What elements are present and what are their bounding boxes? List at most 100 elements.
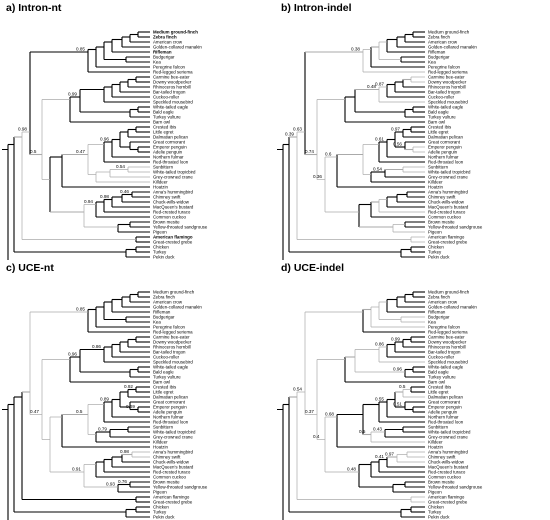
taxon-label: Brown mesite bbox=[428, 480, 455, 485]
taxon-label: Red-crested turaco bbox=[153, 470, 191, 475]
taxon-label: Adelie penguin bbox=[428, 410, 458, 415]
taxon-label: Rhinoceros hornbill bbox=[428, 85, 466, 90]
taxon-label: Pigeon bbox=[428, 230, 442, 235]
support-value: 0.54 bbox=[373, 167, 382, 172]
taxon-label: Red-legged seriema bbox=[428, 70, 468, 75]
support-value: 0.89 bbox=[100, 397, 109, 402]
taxon-label: Turkey bbox=[153, 510, 167, 515]
taxon-label: White-tailed eagle bbox=[153, 365, 189, 370]
taxon-label: Common cuckoo bbox=[153, 475, 187, 480]
taxon-label: Kea bbox=[153, 60, 161, 65]
support-value: 0.61 bbox=[375, 137, 384, 142]
taxon-label: Turkey vulture bbox=[153, 115, 181, 120]
taxon-label: Turkey vulture bbox=[153, 375, 181, 380]
support-value: 0.96 bbox=[68, 352, 77, 357]
taxon-label: Grey-crowned crane bbox=[153, 435, 193, 440]
taxon-label: White-tailed tropicbird bbox=[153, 170, 196, 175]
support-value: 0.6 bbox=[325, 152, 332, 157]
panel-intron-indel: Medium ground-finch Zebra finch American c… bbox=[275, 0, 550, 260]
taxon-label: Red-throated loon bbox=[428, 160, 464, 165]
taxon-label: Great-crested grebe bbox=[153, 500, 193, 505]
taxon-label: Carmine bee-eater bbox=[153, 75, 190, 80]
support-value: 0.47 bbox=[76, 149, 85, 154]
taxon-label: Adelie penguin bbox=[153, 410, 183, 415]
taxon-label: Bald eagle bbox=[428, 370, 449, 375]
taxon-label: American crow bbox=[428, 300, 458, 305]
branches bbox=[2, 291, 150, 520]
taxon-label: Killdeer bbox=[428, 440, 443, 445]
taxon-label: Red-throated loon bbox=[428, 420, 464, 425]
taxon-label: Anna's hummingbird bbox=[428, 190, 468, 195]
taxon-label: Brown mesite bbox=[153, 480, 180, 485]
taxon-label: Zebra finch bbox=[153, 295, 176, 300]
taxon-label: Barn owl bbox=[428, 120, 445, 125]
taxon-label: Golden-collared manakin bbox=[153, 45, 202, 50]
taxon-label: Bald eagle bbox=[428, 110, 449, 115]
support-value: 0.56 bbox=[393, 142, 402, 147]
taxon-label: American crow bbox=[428, 40, 458, 45]
taxon-label: Pigeon bbox=[153, 230, 167, 235]
taxon-label: Grey-crowned crane bbox=[428, 175, 468, 180]
support-value: 0.5 bbox=[359, 429, 366, 434]
panel-uce-indel: Medium ground-finch Zebra finch American c… bbox=[275, 260, 550, 520]
taxon-label: Speckled mousebird bbox=[153, 360, 193, 365]
taxon-label: Crested ibis bbox=[153, 125, 177, 130]
taxon-label: Yellow-throated sandgrouse bbox=[153, 485, 208, 490]
taxon-label: Chicken bbox=[153, 505, 169, 510]
taxon-label: Sunbittern bbox=[153, 165, 174, 170]
taxon-label: American flamingo bbox=[428, 235, 465, 240]
taxon-label: Carmine bee-eater bbox=[428, 75, 465, 80]
support-value: 0.4 bbox=[313, 434, 320, 439]
taxon-label: Bald eagle bbox=[153, 370, 174, 375]
taxon-label: Pekin duck bbox=[153, 515, 175, 520]
taxon-label: Little egret bbox=[428, 390, 449, 395]
taxon-label: Red-crested turaco bbox=[428, 210, 466, 215]
taxon-label: American crow bbox=[153, 40, 183, 45]
taxon-label: Downy woodpecker bbox=[428, 340, 467, 345]
taxon-label: Rifleman bbox=[428, 310, 446, 315]
support-value: 0.76 bbox=[118, 479, 127, 484]
taxon-label: Turkey bbox=[153, 250, 167, 255]
taxon-label: Northern fulmar bbox=[153, 155, 184, 160]
taxon-label: Chimney swift bbox=[428, 455, 456, 460]
panel-title: a) Intron-nt bbox=[6, 2, 62, 14]
taxon-label: White-tailed eagle bbox=[428, 105, 464, 110]
taxon-label: Crested ibis bbox=[428, 385, 452, 390]
support-value: 0.68 bbox=[325, 412, 334, 417]
taxon-label: White-tailed eagle bbox=[428, 365, 464, 370]
support-value: 0.98 bbox=[120, 449, 129, 454]
taxon-label: Kea bbox=[153, 320, 161, 325]
taxon-label: Turkey vulture bbox=[428, 375, 456, 380]
taxon-label: Turkey vulture bbox=[428, 115, 456, 120]
taxon-label: Dalmatian pelican bbox=[153, 135, 188, 140]
support-value: 0.48 bbox=[367, 84, 376, 89]
taxon-label: Bald eagle bbox=[153, 110, 174, 115]
taxon-label: Red-throated loon bbox=[153, 160, 189, 165]
taxon-label: Hoatzin bbox=[153, 445, 168, 450]
taxon-label: Red-legged seriema bbox=[153, 70, 193, 75]
taxon-label: Grey-crowned crane bbox=[428, 435, 468, 440]
support-value: 0.99 bbox=[391, 337, 400, 342]
support-value: 0.85 bbox=[76, 47, 85, 52]
support-value: 0.46 bbox=[120, 189, 129, 194]
taxon-label: MacQueen's bustard bbox=[428, 205, 469, 210]
support-value: 0.98 bbox=[100, 194, 109, 199]
taxon-label: Great cormorant bbox=[153, 140, 186, 145]
support-value: 0.94 bbox=[84, 199, 93, 204]
taxon-label: Crested ibis bbox=[153, 385, 177, 390]
taxon-label: Little egret bbox=[428, 130, 449, 135]
taxon-label: Emperor penguin bbox=[153, 405, 187, 410]
taxon-label: Medium ground-finch bbox=[153, 30, 198, 35]
taxon-label: Sunbittern bbox=[153, 425, 174, 430]
taxon-label: Northern fulmar bbox=[428, 415, 459, 420]
support-value: 0.5 bbox=[30, 149, 37, 154]
taxon-label: Chicken bbox=[428, 505, 444, 510]
panel-intron-nt: Medium ground-finch Zebra finch American c… bbox=[0, 0, 275, 260]
support-value: 0.39 bbox=[285, 132, 294, 137]
taxon-label: Medium ground-finch bbox=[428, 290, 470, 295]
support-value: 0.54 bbox=[116, 164, 125, 169]
taxon-label: Rifleman bbox=[428, 50, 446, 55]
